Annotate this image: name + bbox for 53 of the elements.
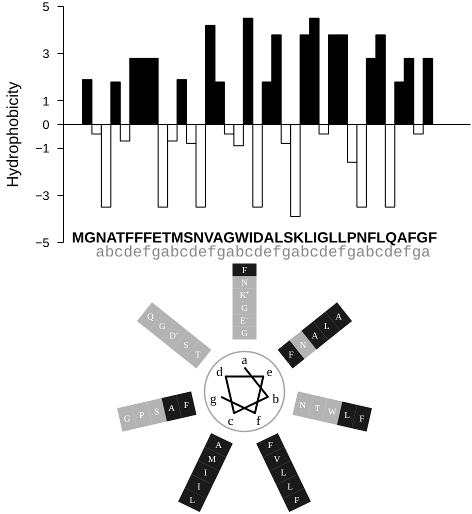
y-tick-label: 1 bbox=[42, 94, 50, 108]
category-label: N bbox=[300, 340, 307, 350]
y-axis-title: Hydrophobicity bbox=[5, 82, 22, 188]
category-label: A bbox=[312, 330, 319, 340]
category-label: A bbox=[168, 403, 176, 414]
text: d bbox=[216, 364, 224, 380]
category-label: G bbox=[241, 302, 248, 313]
y-tick-label: 5 bbox=[42, 0, 50, 14]
category-label: Q bbox=[147, 311, 154, 322]
text: f bbox=[256, 412, 262, 428]
category-label: F bbox=[242, 264, 248, 275]
text: e bbox=[266, 364, 273, 380]
y-tick-label: −5 bbox=[35, 236, 50, 250]
category-label: A bbox=[335, 311, 342, 322]
category-label: V bbox=[274, 454, 281, 464]
category-label: F bbox=[359, 413, 364, 424]
category-label: T bbox=[314, 403, 321, 414]
y-tick-label: −1 bbox=[35, 142, 50, 156]
category-label: M bbox=[208, 454, 216, 464]
text: b bbox=[272, 391, 279, 406]
y-tick-label: −3 bbox=[35, 188, 50, 203]
category-label: N bbox=[299, 400, 306, 410]
category-label: W bbox=[328, 406, 337, 417]
category-label: E⁻ bbox=[240, 316, 249, 326]
category-label: F bbox=[268, 440, 273, 450]
category-label: T bbox=[195, 349, 202, 360]
y-tick-label: 3 bbox=[42, 47, 50, 62]
category-label: L bbox=[280, 468, 286, 478]
category-label: F bbox=[288, 349, 294, 360]
category-label: I bbox=[204, 468, 207, 478]
category-label: P bbox=[139, 410, 144, 420]
category-label: D⁻ bbox=[169, 330, 179, 340]
annotation: MGNATFFFETMSNVAGWIDALSKLIGLLPNFLQAFGF bbox=[72, 230, 438, 246]
text: c bbox=[228, 412, 234, 428]
category-label: G bbox=[159, 320, 166, 331]
category-label: F bbox=[294, 494, 300, 505]
category-label: L bbox=[324, 320, 330, 331]
category-label: G bbox=[241, 328, 248, 338]
category-label: A bbox=[215, 440, 222, 450]
category-label: S bbox=[184, 340, 189, 350]
category-label: I bbox=[197, 481, 200, 492]
text: g bbox=[210, 391, 218, 406]
text: a bbox=[242, 352, 248, 367]
y-tick-label: 0 bbox=[42, 118, 50, 132]
category-label: L bbox=[344, 410, 350, 420]
category-label: N bbox=[241, 278, 248, 288]
category-label: F bbox=[184, 400, 189, 410]
category-label: L bbox=[287, 481, 293, 492]
category-label: K⁺ bbox=[240, 290, 250, 300]
category-label: L bbox=[190, 494, 196, 505]
category-label: S bbox=[154, 406, 160, 417]
text: abcdefgabcdefgabcdefgabcdefgabcdefga bbox=[96, 244, 430, 262]
category-label: G bbox=[124, 413, 131, 424]
